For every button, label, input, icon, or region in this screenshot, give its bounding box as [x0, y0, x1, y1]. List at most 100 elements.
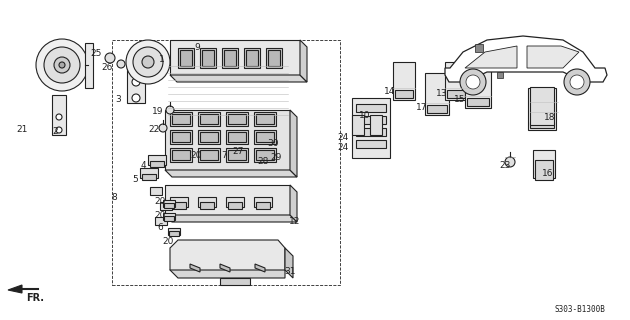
- Bar: [228, 132, 246, 142]
- Circle shape: [36, 39, 88, 91]
- Bar: [165, 185, 290, 215]
- Bar: [52, 95, 66, 135]
- Bar: [228, 114, 246, 124]
- Bar: [164, 203, 174, 208]
- Circle shape: [56, 114, 62, 120]
- Bar: [427, 105, 447, 113]
- Polygon shape: [465, 46, 517, 68]
- Bar: [256, 202, 270, 209]
- Polygon shape: [445, 36, 607, 82]
- Bar: [198, 130, 220, 144]
- Circle shape: [159, 124, 167, 132]
- Bar: [172, 114, 190, 124]
- Bar: [180, 50, 192, 66]
- Bar: [395, 90, 413, 98]
- Polygon shape: [290, 185, 297, 222]
- Polygon shape: [165, 215, 297, 222]
- Text: 24: 24: [338, 132, 348, 141]
- Polygon shape: [300, 40, 307, 82]
- Text: 3: 3: [115, 95, 121, 105]
- Text: 1: 1: [159, 55, 165, 65]
- Bar: [393, 62, 415, 100]
- Bar: [170, 40, 300, 75]
- Text: 23: 23: [500, 161, 511, 170]
- Polygon shape: [285, 248, 293, 278]
- Bar: [172, 132, 190, 142]
- Polygon shape: [527, 46, 579, 68]
- Bar: [356, 104, 386, 112]
- Text: 7: 7: [221, 150, 227, 159]
- Circle shape: [166, 106, 174, 114]
- Bar: [530, 87, 554, 125]
- Bar: [370, 115, 382, 135]
- Circle shape: [460, 69, 486, 95]
- Bar: [178, 48, 194, 68]
- Bar: [155, 217, 167, 225]
- Bar: [163, 200, 175, 207]
- Text: 8: 8: [111, 194, 117, 203]
- Bar: [228, 150, 246, 160]
- Polygon shape: [8, 285, 22, 293]
- Text: 26: 26: [101, 63, 113, 73]
- Text: 15: 15: [454, 95, 466, 105]
- Polygon shape: [255, 264, 265, 272]
- Text: 30: 30: [267, 139, 278, 148]
- Text: 6: 6: [157, 223, 163, 233]
- Bar: [226, 130, 248, 144]
- Bar: [535, 160, 553, 180]
- Circle shape: [132, 78, 140, 86]
- Bar: [497, 72, 503, 78]
- Text: 4: 4: [140, 161, 146, 170]
- Bar: [254, 197, 272, 207]
- Bar: [226, 112, 248, 126]
- Polygon shape: [220, 264, 230, 272]
- Bar: [228, 202, 242, 209]
- Text: 13: 13: [436, 89, 448, 98]
- Bar: [254, 148, 276, 162]
- Text: S303-B1300B: S303-B1300B: [554, 305, 605, 314]
- Text: 14: 14: [384, 87, 396, 97]
- Bar: [356, 128, 386, 136]
- Text: 25: 25: [90, 49, 101, 58]
- Polygon shape: [170, 75, 307, 82]
- Text: 20: 20: [154, 211, 166, 220]
- Bar: [256, 132, 274, 142]
- Text: 9: 9: [194, 44, 200, 52]
- Bar: [222, 48, 238, 68]
- Text: 20: 20: [190, 150, 202, 159]
- Bar: [352, 98, 390, 158]
- Text: 10: 10: [359, 110, 370, 119]
- Circle shape: [44, 47, 80, 83]
- Bar: [172, 150, 190, 160]
- Text: 21: 21: [16, 125, 28, 134]
- Bar: [112, 40, 340, 285]
- Bar: [256, 150, 274, 160]
- Bar: [244, 48, 260, 68]
- Text: 5: 5: [132, 175, 138, 185]
- Bar: [530, 122, 554, 128]
- Circle shape: [142, 56, 154, 68]
- Bar: [200, 48, 216, 68]
- Bar: [266, 48, 282, 68]
- Bar: [246, 50, 258, 66]
- Bar: [465, 63, 491, 108]
- Bar: [142, 174, 156, 180]
- Bar: [226, 148, 248, 162]
- Bar: [200, 132, 218, 142]
- Text: 16: 16: [542, 169, 554, 178]
- Bar: [352, 115, 364, 135]
- Bar: [198, 112, 220, 126]
- Bar: [256, 114, 274, 124]
- Text: 24: 24: [338, 143, 348, 153]
- Bar: [163, 213, 175, 220]
- Bar: [467, 98, 489, 106]
- Text: 2: 2: [52, 127, 58, 137]
- Bar: [150, 187, 162, 195]
- Bar: [172, 202, 186, 209]
- Circle shape: [564, 69, 590, 95]
- Circle shape: [59, 62, 65, 68]
- Circle shape: [132, 94, 140, 102]
- Text: 28: 28: [257, 157, 268, 166]
- Bar: [168, 228, 180, 235]
- Bar: [150, 161, 164, 167]
